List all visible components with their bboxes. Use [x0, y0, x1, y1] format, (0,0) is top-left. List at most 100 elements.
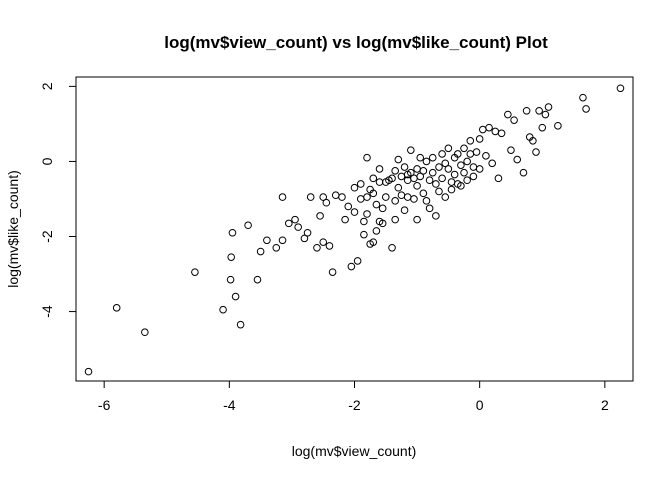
data-point — [400, 163, 409, 171]
data-point — [460, 168, 468, 177]
data-point — [463, 176, 471, 185]
data-point — [403, 193, 412, 201]
data-point — [475, 135, 484, 143]
data-point — [325, 242, 334, 250]
data-point — [231, 292, 240, 301]
plot-frame — [75, 76, 634, 382]
data-point — [538, 123, 547, 132]
y-tick-label: 0 — [39, 157, 55, 165]
data-point — [419, 167, 428, 175]
data-point — [416, 153, 425, 162]
data-point — [253, 275, 262, 284]
data-points — [84, 84, 625, 376]
data-point — [397, 172, 406, 181]
data-point — [444, 144, 453, 153]
data-point — [460, 144, 468, 153]
data-point — [453, 150, 462, 158]
data-point — [381, 193, 390, 201]
data-point — [428, 168, 437, 177]
data-point — [244, 221, 252, 230]
data-point — [363, 193, 371, 201]
data-point — [432, 180, 440, 188]
data-point — [410, 195, 418, 203]
data-point — [322, 198, 331, 207]
data-point — [425, 204, 434, 213]
data-point — [504, 110, 512, 119]
data-point — [432, 212, 440, 220]
data-point — [394, 183, 403, 192]
data-point — [529, 137, 537, 145]
x-tick-label: -4 — [223, 397, 236, 413]
data-point — [397, 191, 406, 200]
data-point — [375, 165, 384, 173]
data-point — [463, 157, 471, 166]
data-point — [469, 163, 478, 171]
data-point — [541, 110, 550, 119]
data-point — [306, 193, 315, 201]
data-point — [407, 168, 415, 177]
data-point — [419, 189, 428, 198]
data-point — [350, 183, 359, 192]
data-point — [413, 182, 421, 190]
data-point — [328, 268, 337, 276]
data-point — [112, 304, 121, 312]
data-point — [344, 202, 353, 211]
data-point — [532, 148, 540, 156]
data-point — [544, 103, 553, 111]
data-point — [416, 172, 425, 181]
data-point — [425, 176, 434, 185]
data-point — [507, 146, 515, 154]
data-point — [236, 320, 245, 329]
chart-title: log(mv$view_count) vs log(mv$like_count)… — [164, 33, 548, 52]
data-point — [256, 247, 265, 256]
data-point — [356, 195, 365, 203]
data-point — [457, 161, 465, 169]
data-point — [319, 238, 328, 246]
data-point — [413, 215, 421, 224]
data-point — [482, 152, 490, 160]
data-point — [494, 174, 503, 183]
data-point — [227, 253, 236, 261]
data-point — [284, 219, 293, 228]
y-tick-label: -2 — [39, 230, 55, 243]
data-point — [391, 197, 399, 205]
data-point — [338, 193, 346, 201]
data-point — [579, 93, 587, 102]
data-point — [353, 257, 362, 265]
data-point — [319, 193, 328, 201]
data-point — [303, 228, 312, 237]
x-tick-label: -2 — [348, 397, 361, 413]
data-point — [428, 153, 437, 162]
data-point — [272, 243, 281, 252]
data-point — [316, 212, 324, 220]
data-point — [447, 178, 456, 186]
data-point — [369, 174, 378, 183]
data-point — [278, 193, 287, 201]
data-point — [350, 208, 359, 216]
data-point — [378, 219, 387, 228]
data-point — [485, 123, 493, 132]
data-point — [347, 262, 356, 271]
data-point — [497, 129, 506, 138]
data-point — [444, 165, 453, 173]
data-point — [263, 236, 271, 245]
data-point — [141, 328, 149, 337]
data-point — [391, 167, 399, 175]
data-point — [478, 125, 487, 134]
x-tick-label: 2 — [601, 397, 609, 413]
data-point — [226, 275, 235, 284]
data-point — [513, 155, 522, 164]
data-point — [360, 217, 368, 226]
data-point — [372, 227, 381, 235]
data-point — [391, 215, 399, 224]
data-point — [400, 206, 409, 215]
data-point — [369, 189, 378, 198]
data-point — [407, 146, 415, 154]
data-point — [466, 150, 475, 158]
data-point — [369, 238, 378, 246]
data-point — [294, 223, 302, 231]
data-point — [331, 191, 340, 200]
data-point — [372, 200, 381, 209]
data-point — [441, 193, 450, 201]
data-point — [413, 165, 421, 173]
